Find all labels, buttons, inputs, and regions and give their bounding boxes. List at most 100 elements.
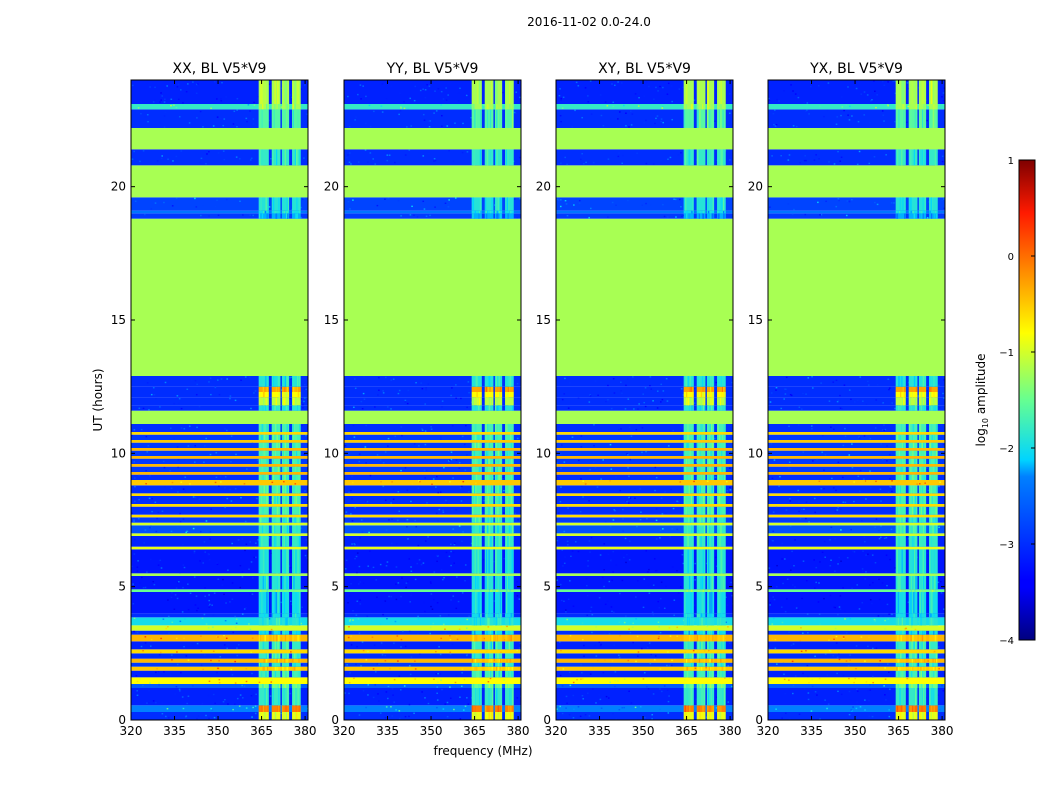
noise-speckle	[348, 693, 350, 694]
rfi-texture	[510, 525, 511, 533]
noise-speckle	[457, 639, 459, 640]
rfi-texture	[914, 663, 915, 667]
panel-title: XX, BL V5*V9	[173, 61, 267, 77]
noise-speckle	[393, 499, 395, 500]
noise-speckle	[388, 596, 390, 597]
noise-speckle	[176, 197, 178, 198]
noise-speckle	[137, 570, 139, 571]
rfi-texture	[930, 653, 931, 658]
rfi-texture	[499, 536, 500, 547]
rfi-texture	[476, 635, 477, 642]
rfi-texture	[292, 424, 293, 432]
noise-speckle	[178, 84, 180, 85]
noise-speckle	[351, 644, 353, 645]
rfi-band	[896, 684, 906, 688]
time-band	[131, 443, 308, 448]
time-band	[556, 625, 733, 630]
rfi-texture	[708, 211, 709, 214]
noise-speckle	[503, 512, 505, 513]
noise-speckle	[139, 582, 141, 583]
rfi-texture	[710, 149, 711, 165]
noise-speckle	[353, 678, 355, 679]
noise-speckle	[676, 529, 678, 530]
rfi-texture	[509, 507, 510, 515]
rfi-texture	[510, 712, 511, 720]
rfi-texture	[477, 435, 478, 440]
noise-speckle	[433, 160, 435, 161]
noise-speckle	[569, 672, 571, 673]
rfi-texture	[266, 592, 267, 613]
rfi-texture	[509, 405, 510, 410]
noise-speckle	[165, 382, 167, 383]
time-band	[131, 663, 308, 667]
rfi-texture	[276, 635, 277, 642]
noise-speckle	[872, 648, 874, 649]
noise-speckle	[582, 695, 584, 696]
rfi-texture	[485, 705, 486, 712]
rfi-texture	[297, 653, 298, 658]
noise-speckle	[468, 381, 470, 382]
noise-speckle	[570, 685, 572, 686]
rfi-texture	[278, 641, 279, 649]
noise-speckle	[595, 467, 597, 468]
rfi-texture	[297, 684, 298, 688]
noise-speckle	[610, 118, 612, 119]
noise-speckle	[614, 85, 616, 86]
rfi-texture	[721, 517, 722, 522]
rfi-texture	[723, 392, 724, 397]
noise-speckle	[611, 408, 613, 409]
noise-speckle	[566, 164, 568, 165]
noise-speckle	[658, 638, 660, 639]
rfi-texture	[292, 641, 293, 649]
noise-speckle	[590, 673, 592, 674]
rfi-texture	[911, 684, 912, 688]
noise-speckle	[378, 377, 380, 378]
noise-speckle	[601, 708, 603, 709]
rfi-texture	[491, 712, 492, 720]
noise-speckle	[354, 436, 356, 437]
noise-speckle	[586, 585, 588, 586]
noise-speckle	[596, 470, 598, 471]
rfi-texture	[287, 435, 288, 440]
noise-speckle	[173, 438, 175, 439]
rfi-texture	[472, 705, 473, 712]
noise-speckle	[418, 545, 420, 546]
time-band	[556, 451, 733, 456]
rfi-texture	[262, 617, 263, 625]
noise-speckle	[693, 481, 695, 482]
noise-speckle	[377, 394, 379, 395]
y-tick-label: 0	[331, 713, 339, 727]
noise-speckle	[270, 83, 272, 84]
rfi-texture	[710, 663, 711, 667]
rfi-texture	[263, 392, 264, 397]
rfi-texture	[710, 443, 711, 448]
rfi-texture	[261, 705, 262, 712]
noise-speckle	[587, 560, 589, 561]
rfi-texture	[698, 197, 699, 210]
noise-speckle	[662, 204, 664, 205]
noise-speckle	[576, 679, 578, 680]
rfi-texture	[498, 663, 499, 667]
noise-speckle	[864, 709, 866, 710]
rfi-texture	[709, 635, 710, 642]
noise-speckle	[680, 438, 682, 439]
noise-speckle	[633, 408, 635, 409]
noise-speckle	[681, 430, 683, 431]
noise-speckle	[303, 157, 305, 158]
rfi-texture	[924, 653, 925, 658]
rfi-band	[707, 576, 714, 589]
noise-speckle	[648, 86, 650, 87]
time-band	[556, 456, 733, 459]
noise-speckle	[653, 163, 655, 164]
noise-speckle	[882, 615, 884, 616]
rfi-texture	[512, 549, 513, 573]
noise-speckle	[351, 476, 353, 477]
noise-speckle	[581, 672, 583, 673]
noise-speckle	[695, 650, 697, 651]
noise-speckle	[631, 702, 633, 703]
noise-speckle	[359, 537, 361, 538]
rfi-texture	[506, 549, 507, 573]
rfi-texture	[284, 631, 285, 635]
rfi-texture	[480, 459, 481, 464]
rfi-texture	[473, 467, 474, 472]
